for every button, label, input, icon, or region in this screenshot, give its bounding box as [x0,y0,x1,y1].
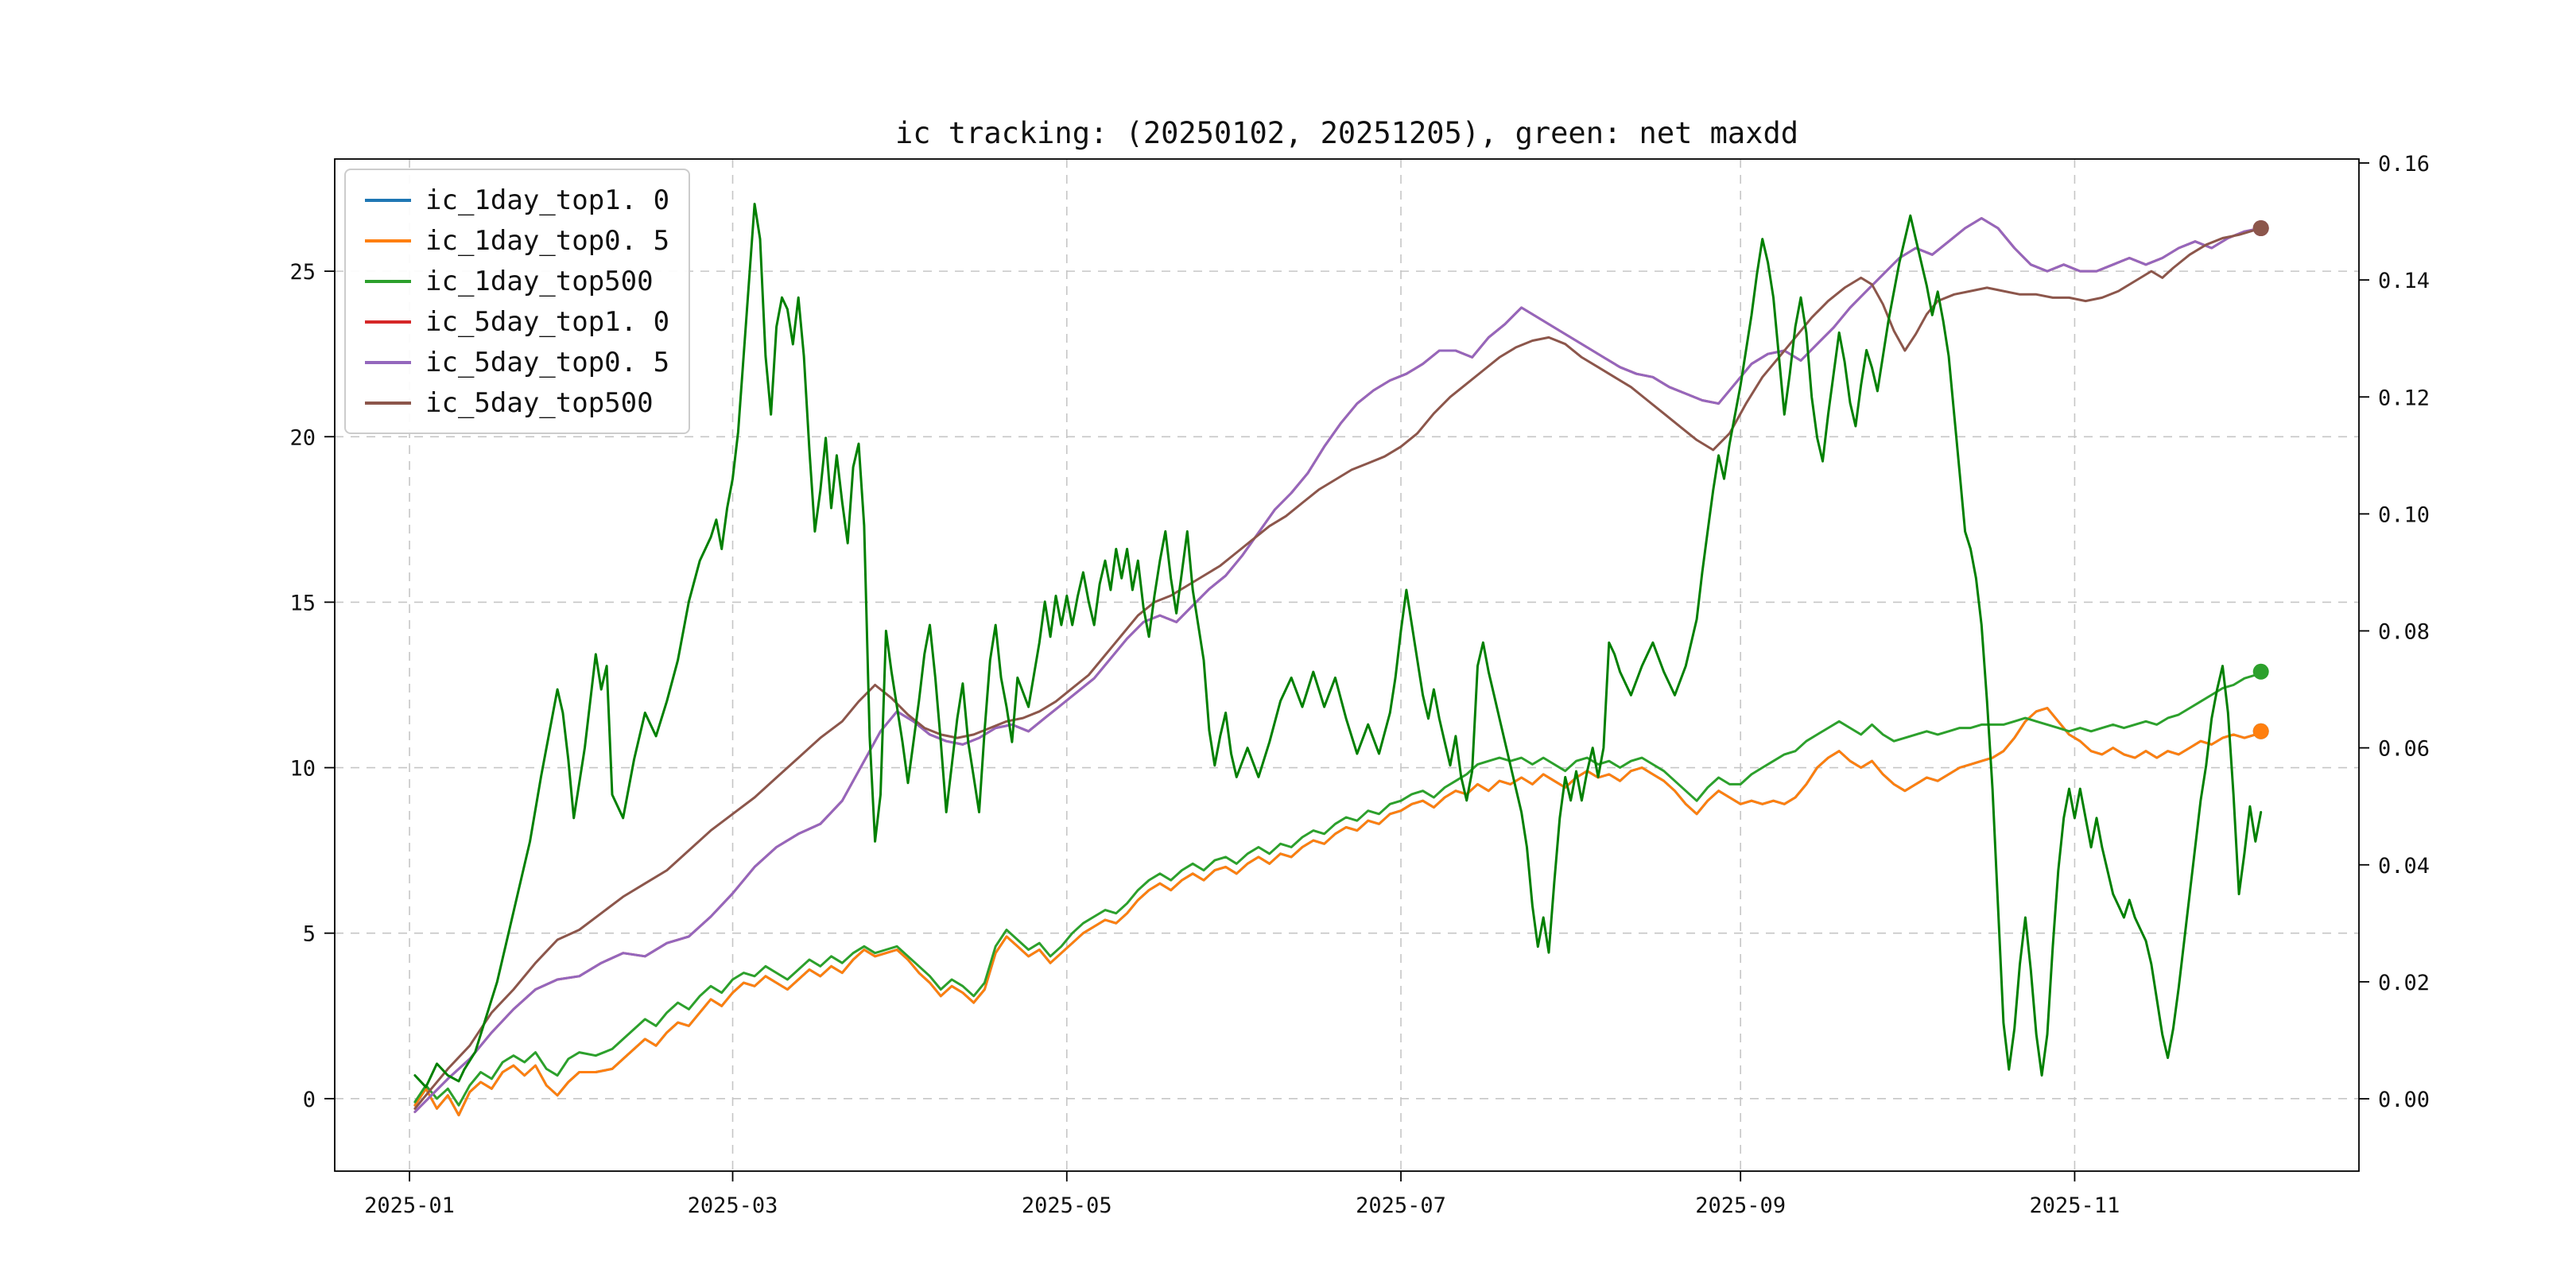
series-line-ic_1day_top500 [413,670,2263,1107]
legend-swatch [365,401,411,405]
left-tick-label: 15 [289,591,316,615]
legend-label: ic_1day_top1. 0 [425,184,670,216]
right-tick-label: 0.02 [2378,971,2430,995]
right-tick-label: 0.10 [2378,502,2430,527]
right-tick-label: 0.12 [2378,386,2430,410]
legend-label: ic_1day_top500 [425,265,654,297]
legend-swatch [365,360,411,364]
left-tick-label: 20 [289,425,316,450]
series-line-ic_5day_top500 [413,227,2263,1110]
right-tick-label: 0.06 [2378,737,2430,762]
tick-marks [324,162,2369,1181]
legend-item: ic_1day_top1. 0 [365,180,669,220]
left-tick-label: 25 [289,260,316,285]
legend-label: ic_5day_top0. 5 [425,346,670,378]
x-tick-label: 2025-07 [1356,1193,1446,1218]
right-tick-label: 0.16 [2378,152,2430,177]
x-tick-label: 2025-09 [1695,1193,1786,1218]
legend-swatch [365,198,411,202]
end-dot-ic_1day_top0.5 [2252,723,2269,739]
series-line-net_maxdd [413,203,2263,1088]
end-dot-ic_5day_top500 [2252,220,2269,236]
legend-swatch [365,320,411,324]
series-line-ic_1day_top0.5 [413,707,2263,1117]
legend-item: ic_1day_top500 [365,261,669,301]
right-tick-label: 0.04 [2378,854,2430,879]
x-tick-label: 2025-01 [364,1193,455,1218]
x-tick-label: 2025-05 [1022,1193,1112,1218]
series-line-ic_1day_top1.0 [413,707,2263,1117]
x-tick-label: 2025-11 [2030,1193,2120,1218]
chart-title: ic tracking: (20250102, 20251205), green… [894,116,1799,150]
legend-label: ic_1day_top0. 5 [425,224,670,257]
right-tick-label: 0.00 [2378,1088,2430,1112]
right-tick-label: 0.08 [2378,620,2430,645]
end-dot-ic_1day_top500 [2252,663,2269,680]
legend-item: ic_5day_top1. 0 [365,301,669,342]
series-lines [413,203,2263,1117]
series-line-ic_5day_top0.5 [413,217,2263,1113]
legend-label: ic_5day_top500 [425,386,654,419]
right-tick-label: 0.14 [2378,269,2430,293]
legend-swatch [365,239,411,242]
legend-item: ic_1day_top0. 5 [365,220,669,261]
legend-label: ic_5day_top1. 0 [425,305,670,338]
left-tick-label: 0 [303,1088,316,1112]
left-tick-label: 5 [303,922,316,947]
legend-item: ic_5day_top0. 5 [365,342,669,382]
x-tick-label: 2025-03 [688,1193,778,1218]
legend: ic_1day_top1. 0 ic_1day_top0. 5 ic_1day_to… [344,169,691,434]
legend-item: ic_5day_top500 [365,382,669,423]
legend-swatch [365,279,411,283]
plot-border [334,158,2360,1172]
tick-labels: 2025-01 2025-03 2025-05 2025-07 2025-09 2025-… [289,152,2430,1218]
left-tick-label: 10 [289,757,316,782]
